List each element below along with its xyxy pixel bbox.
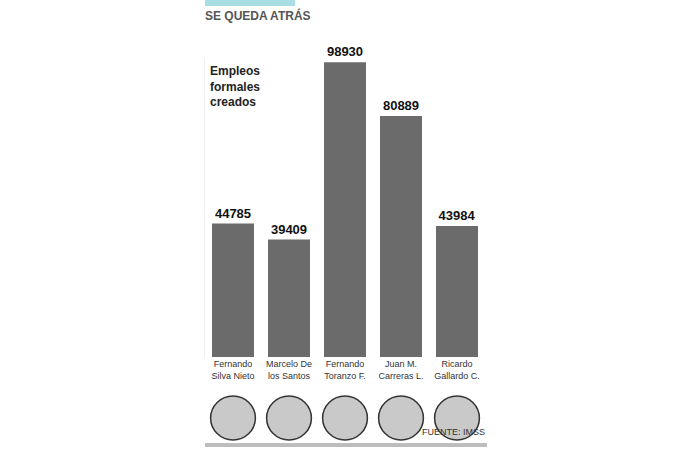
svg-text:FernandoToranzo F.: FernandoToranzo F.: [324, 359, 366, 381]
svg-text:SE QUEDA ATRÁS: SE QUEDA ATRÁS: [205, 8, 311, 23]
svg-text:44785: 44785: [215, 206, 251, 221]
svg-text:Juan M.Carreras L.: Juan M.Carreras L.: [378, 359, 423, 381]
svg-text:FernandoSilva Nieto: FernandoSilva Nieto: [211, 359, 254, 381]
svg-text:Marcelo Delos Santos: Marcelo Delos Santos: [266, 359, 312, 381]
svg-text:39409: 39409: [271, 222, 307, 237]
svg-text:80889: 80889: [383, 98, 419, 113]
svg-text:RicardoGallardo C.: RicardoGallardo C.: [434, 359, 480, 381]
svg-text:FUENTE: IMSS: FUENTE: IMSS: [422, 427, 485, 437]
svg-text:98930: 98930: [327, 44, 363, 59]
svg-text:Empleosformalescreados: Empleosformalescreados: [210, 64, 260, 109]
svg-text:43984: 43984: [439, 208, 476, 223]
